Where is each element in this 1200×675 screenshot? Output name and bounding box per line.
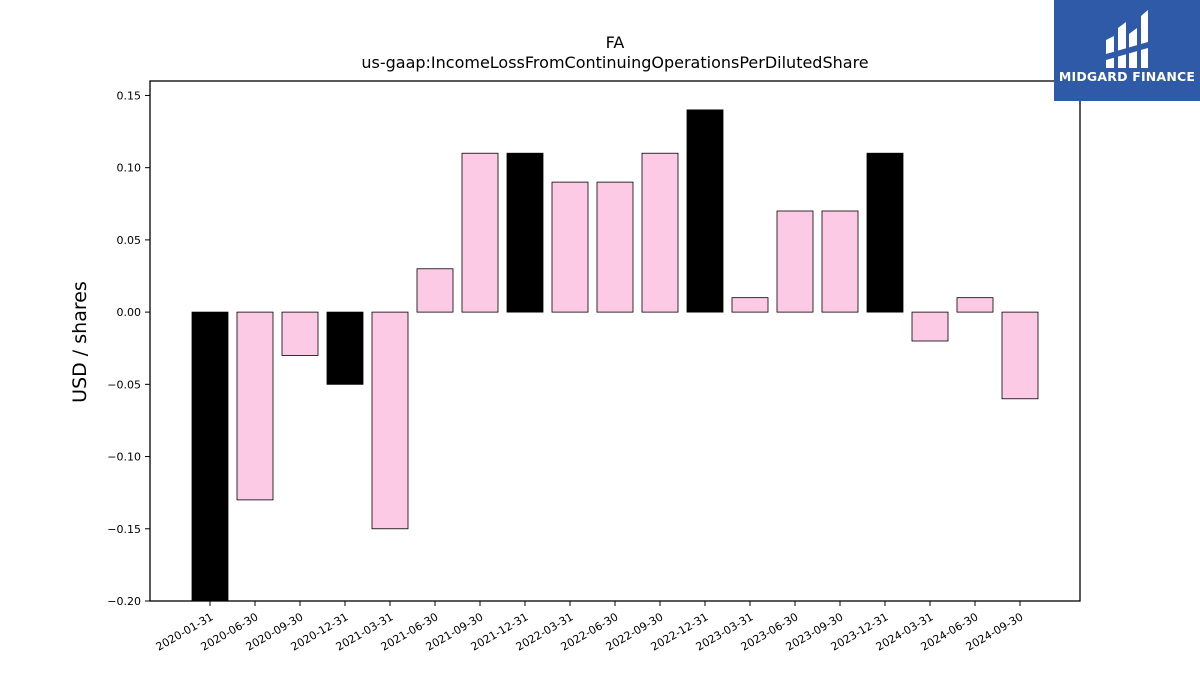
bar-2024-09-30 xyxy=(1001,311,1039,400)
y-tick-label: 0.15 xyxy=(117,89,142,102)
y-tick-label: 0.10 xyxy=(117,162,142,175)
midgard-finance-logo: MIDGARD FINANCE xyxy=(1054,0,1200,101)
y-tick-label: 0.00 xyxy=(117,306,142,319)
bar-2020-12-31 xyxy=(326,311,364,385)
y-ticks-group: 0.15 0.10 0.05 0.00 −0.05 −0.10 −0.15 −0.20 xyxy=(107,89,150,608)
bar-2022-12-31 xyxy=(686,109,724,313)
plot-frame xyxy=(149,80,1081,602)
bar-2021-12-31 xyxy=(506,152,544,313)
bar-2023-09-30 xyxy=(821,210,859,313)
bar-2020-01-31 xyxy=(191,311,229,602)
x-ticks-group: 2020-01-312020-06-302020-09-302020-12-31… xyxy=(154,601,1026,654)
bars-group xyxy=(191,109,1039,602)
bar-2022-03-31 xyxy=(551,181,589,313)
bar-2022-09-30 xyxy=(641,152,679,313)
y-tick-label: −0.10 xyxy=(107,451,141,464)
y-tick-label: −0.20 xyxy=(107,595,141,608)
chart-subtitle: us-gaap:IncomeLossFromContinuingOperatio… xyxy=(361,53,868,72)
bar-2020-09-30 xyxy=(281,311,319,356)
bar-2021-09-30 xyxy=(461,152,499,313)
bar-2024-03-31 xyxy=(911,311,949,342)
chart-title: FA xyxy=(606,33,625,52)
y-axis-label: USD / shares xyxy=(69,281,91,403)
bar-2023-12-31 xyxy=(866,152,904,313)
bar-2022-06-30 xyxy=(596,181,634,313)
bar-2023-03-31 xyxy=(731,297,769,313)
y-tick-label: −0.15 xyxy=(107,523,141,536)
bar-2020-06-30 xyxy=(236,311,274,501)
y-tick-label: 0.05 xyxy=(117,234,142,247)
bar-2024-06-30 xyxy=(956,297,994,313)
bar-2021-06-30 xyxy=(416,268,454,313)
y-tick-label: −0.05 xyxy=(107,378,141,391)
bar-2021-03-31 xyxy=(371,311,409,530)
midgard-finance-logo-icon xyxy=(1106,10,1148,68)
bar-2023-06-30 xyxy=(776,210,814,313)
logo-text: MIDGARD FINANCE xyxy=(1058,69,1196,84)
